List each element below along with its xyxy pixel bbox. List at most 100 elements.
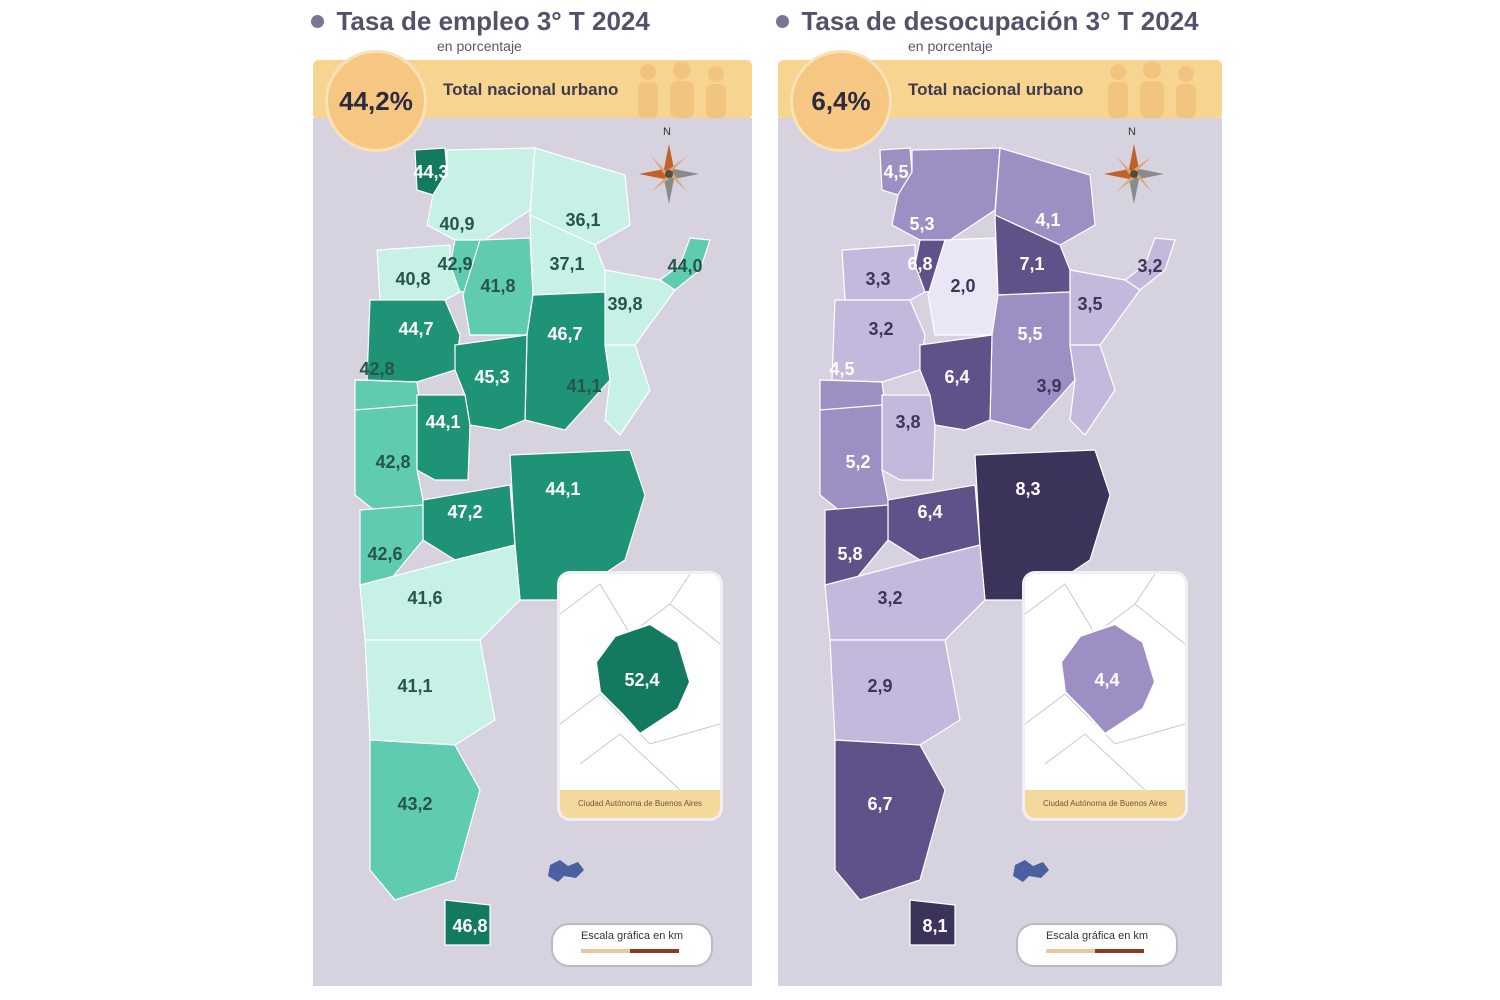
region-formosa (529, 147, 631, 246)
employment-total-label: Total nacional urbano (443, 80, 619, 99)
region-santa-cruz (369, 739, 481, 901)
caba-value: 4,4 (1094, 670, 1119, 690)
scale-label: Escala gráfica en km (580, 930, 684, 942)
region-value-santiago-del-estero: 41,8 (480, 276, 515, 296)
region-value-santa-fe: 46,7 (547, 324, 582, 344)
region-tierra-del-fuego (444, 899, 491, 946)
region-santa-fe (524, 291, 611, 431)
region-value-entre-r-os: 3,9 (1036, 376, 1061, 396)
unemployment-title-row: Tasa de desocupación 3° T 2024 (776, 6, 1199, 37)
region-entre-r-os (1069, 344, 1116, 436)
falkland-islands-icon (548, 860, 584, 882)
region-value-salta: 5,3 (909, 214, 934, 234)
unemployment-panel: Tasa de desocupación 3° T 2024 en porcen… (770, 0, 1230, 1000)
scale-bar: Escala gráfica en km (1018, 925, 1176, 965)
region-value-r-o-negro: 41,6 (407, 588, 442, 608)
caba-inset-caption: Ciudad Autónoma de Buenos Aires (1025, 790, 1185, 818)
bullet-dot-icon (311, 15, 324, 28)
region-value-santa-fe: 5,5 (1017, 324, 1042, 344)
caba-inset: 4,4 Ciudad Autónoma de Buenos Aires (1025, 574, 1185, 818)
scale-bar-graphic (1046, 949, 1144, 953)
people-silhouette-icon (1108, 62, 1196, 118)
unemployment-title: Tasa de desocupación 3° T 2024 (801, 6, 1199, 36)
region-value-chubut: 41,1 (397, 676, 432, 696)
region-value-formosa: 36,1 (565, 210, 600, 230)
region-value-santa-cruz: 6,7 (867, 794, 892, 814)
north-label: N (663, 126, 671, 138)
region-entre-r-os (604, 344, 651, 436)
employment-total-circle: 44,2% (325, 50, 427, 152)
region-value-misiones: 44,0 (667, 256, 702, 276)
employment-subtitle: en porcentaje (437, 38, 522, 54)
scale-label: Escala gráfica en km (1045, 930, 1149, 942)
region-value-salta: 40,9 (439, 214, 474, 234)
region-value-c-rdoba: 6,4 (944, 367, 969, 387)
bullet-dot-icon (776, 15, 789, 28)
region-chubut (364, 639, 496, 746)
people-silhouette-icon (638, 62, 726, 118)
compass-rose-icon (1104, 144, 1164, 204)
region-value-tucum-n: 42,9 (437, 254, 472, 274)
unemployment-total-circle: 6,4% (790, 50, 892, 152)
caba-inset-caption: Ciudad Autónoma de Buenos Aires (560, 790, 720, 818)
region-value-catamarca: 40,8 (395, 269, 430, 289)
region-value-corrientes: 39,8 (607, 294, 642, 314)
compass-rose-icon (639, 144, 699, 204)
region-formosa (994, 147, 1096, 246)
region-value-san-juan: 4,5 (829, 359, 854, 379)
region-value-san-luis: 3,8 (895, 412, 920, 432)
employment-panel: Tasa de empleo 3° T 2024 en porcentaje 4… (305, 0, 760, 1000)
region-value-chaco: 7,1 (1019, 254, 1044, 274)
region-c-rdoba (454, 334, 528, 431)
caba-inset-map: 52,4 (560, 574, 720, 791)
falkland-islands-icon (1013, 860, 1049, 882)
region-value-la-pampa: 6,4 (917, 502, 942, 522)
region-value-santiago-del-estero: 2,0 (950, 276, 975, 296)
region-value-tierra-del-fuego: 8,1 (922, 916, 947, 936)
employment-map: 44,3 40,9 36,1 42,9 40,8 41,8 37,1 44,0 39,8 44,7… (354, 147, 711, 946)
region-value-la-rioja: 44,7 (398, 319, 433, 339)
scale-bar: Escala gráfica en km (553, 925, 711, 965)
region-value-chubut: 2,9 (867, 676, 892, 696)
caba-inset: 52,4 Ciudad Autónoma de Buenos Aires (560, 574, 720, 818)
region-value-neuqu-n: 42,6 (367, 544, 402, 564)
region-value-chaco: 37,1 (549, 254, 584, 274)
region-san-luis (416, 394, 471, 481)
region-value-san-juan: 42,8 (359, 359, 394, 379)
region-neuqu-n (359, 504, 424, 586)
region-value-jujuy: 4,5 (883, 162, 908, 182)
region-value-buenos-aires: 8,3 (1015, 479, 1040, 499)
north-label: N (1128, 126, 1136, 138)
region-value-mendoza: 42,8 (375, 452, 410, 472)
region-value-tucum-n: 6,8 (907, 254, 932, 274)
region-value-formosa: 4,1 (1035, 210, 1060, 230)
region-neuqu-n (824, 504, 889, 586)
region-value-la-rioja: 3,2 (868, 319, 893, 339)
region-value-corrientes: 3,5 (1077, 294, 1102, 314)
region-c-rdoba (919, 334, 993, 431)
unemployment-total-label: Total nacional urbano (908, 80, 1084, 99)
employment-title: Tasa de empleo 3° T 2024 (336, 6, 650, 36)
employment-title-row: Tasa de empleo 3° T 2024 (311, 6, 650, 37)
region-value-tierra-del-fuego: 46,8 (452, 916, 487, 936)
region-value-catamarca: 3,3 (865, 269, 890, 289)
region-chubut (829, 639, 961, 746)
region-santa-cruz (834, 739, 946, 901)
region-santa-fe (989, 291, 1076, 431)
region-value-buenos-aires: 44,1 (545, 479, 580, 499)
caba-inset-map: 4,4 (1025, 574, 1185, 791)
unemployment-map: 4,5 5,3 4,1 6,8 3,3 2,0 7,1 3,2 3,5 3,2 5,5 4,5 6,4 3… (819, 147, 1176, 946)
unemployment-subtitle: en porcentaje (908, 38, 993, 54)
caba-value: 52,4 (624, 670, 659, 690)
region-value-santa-cruz: 43,2 (397, 794, 432, 814)
region-value-r-o-negro: 3,2 (877, 588, 902, 608)
scale-bar-graphic (581, 949, 679, 953)
region-value-misiones: 3,2 (1137, 256, 1162, 276)
region-value-neuqu-n: 5,8 (837, 544, 862, 564)
region-tierra-del-fuego (909, 899, 956, 946)
region-value-la-pampa: 47,2 (447, 502, 482, 522)
region-value-san-luis: 44,1 (425, 412, 460, 432)
region-value-entre-r-os: 41,1 (566, 376, 601, 396)
region-value-mendoza: 5,2 (845, 452, 870, 472)
region-value-jujuy: 44,3 (413, 162, 448, 182)
